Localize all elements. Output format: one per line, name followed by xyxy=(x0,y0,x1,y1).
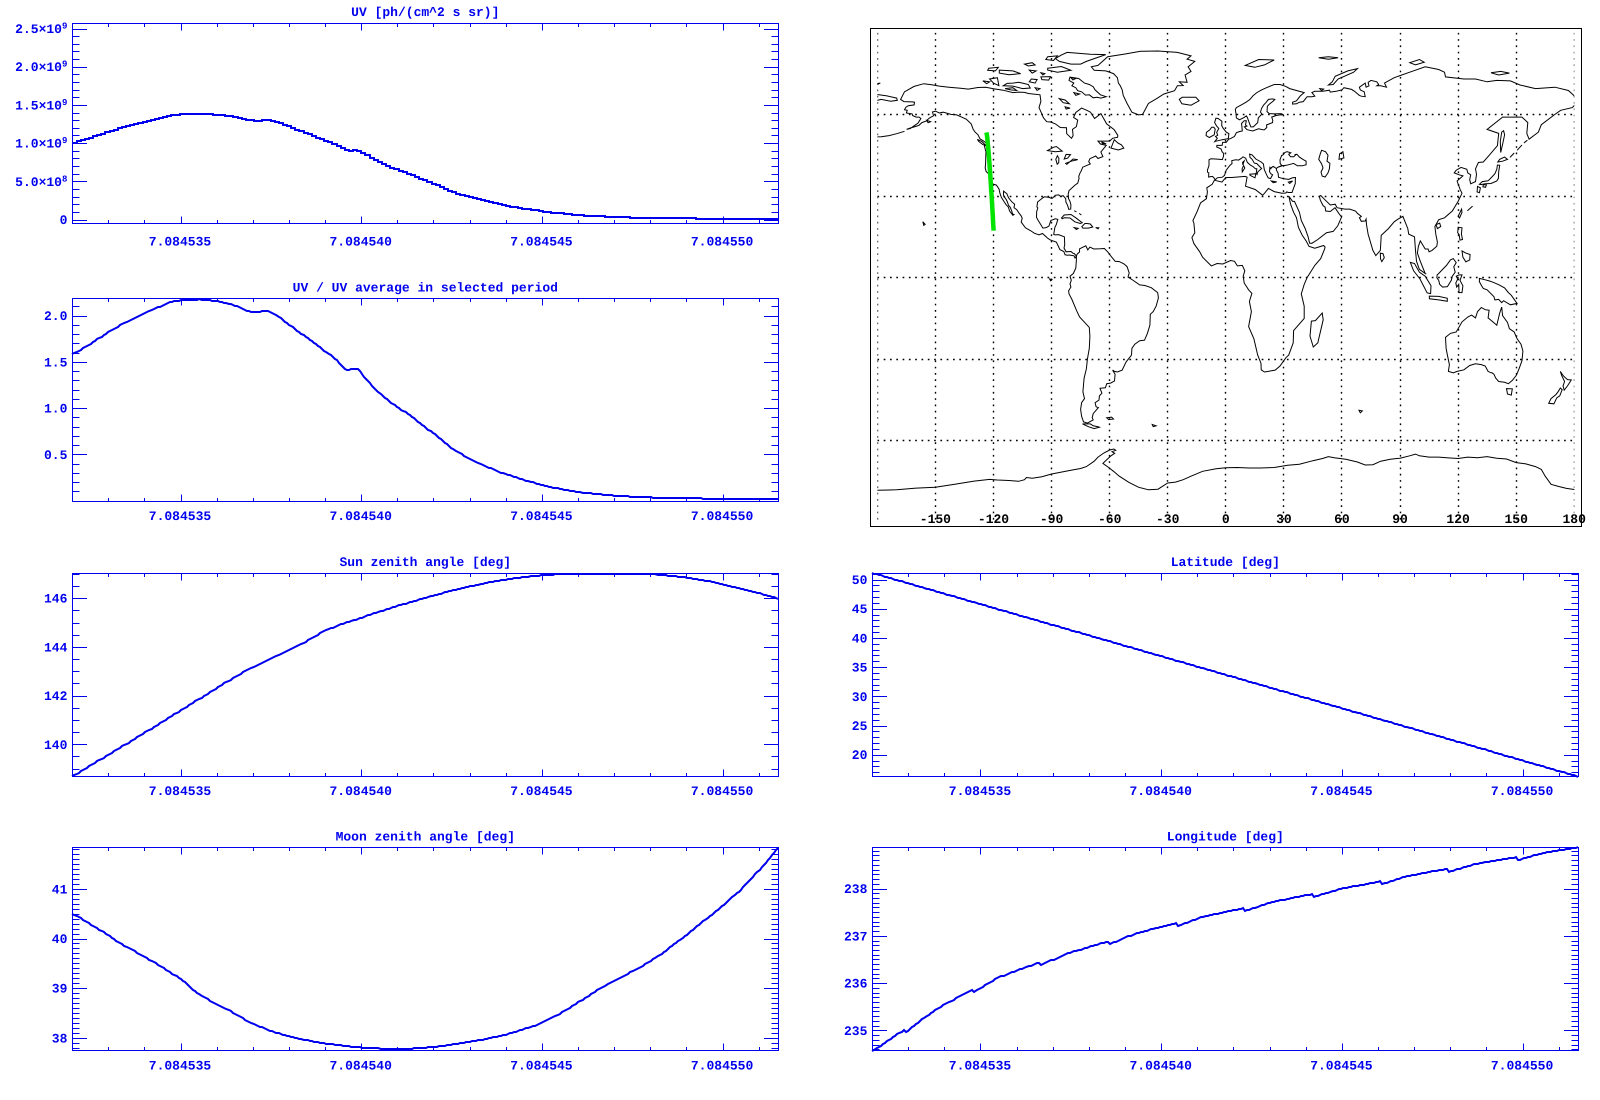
svg-text:5.0×108: 5.0×108 xyxy=(15,174,67,190)
svg-text:180: 180 xyxy=(1562,512,1586,527)
svg-text:Sun zenith angle [deg]: Sun zenith angle [deg] xyxy=(339,555,511,570)
svg-text:7.084545: 7.084545 xyxy=(1310,784,1373,799)
svg-text:UV / UV average in selected pe: UV / UV average in selected period xyxy=(293,281,558,296)
svg-text:7.084540: 7.084540 xyxy=(329,1059,392,1074)
svg-text:236: 236 xyxy=(844,977,868,992)
svg-text:Longitude [deg]: Longitude [deg] xyxy=(1167,830,1284,845)
svg-text:150: 150 xyxy=(1504,512,1528,527)
svg-text:2.0×109: 2.0×109 xyxy=(15,60,67,76)
svg-text:7.084545: 7.084545 xyxy=(510,509,573,524)
svg-text:35: 35 xyxy=(852,661,868,676)
svg-text:30: 30 xyxy=(1276,512,1292,527)
svg-text:Moon zenith angle [deg]: Moon zenith angle [deg] xyxy=(336,830,515,845)
svg-text:39: 39 xyxy=(52,982,68,997)
svg-text:7.084535: 7.084535 xyxy=(149,234,212,249)
svg-text:235: 235 xyxy=(844,1024,868,1039)
svg-text:7.084540: 7.084540 xyxy=(329,234,392,249)
svg-text:7.084545: 7.084545 xyxy=(510,234,573,249)
svg-text:2.0: 2.0 xyxy=(44,309,68,324)
svg-text:UV [ph/(cm^2 s sr)]: UV [ph/(cm^2 s sr)] xyxy=(351,5,499,20)
svg-text:7.084535: 7.084535 xyxy=(149,784,212,799)
svg-text:7.084550: 7.084550 xyxy=(691,1059,754,1074)
svg-text:7.084535: 7.084535 xyxy=(949,784,1012,799)
svg-text:40: 40 xyxy=(52,932,68,947)
svg-text:40: 40 xyxy=(852,631,868,646)
svg-text:1.0×109: 1.0×109 xyxy=(15,136,67,152)
svg-text:-90: -90 xyxy=(1040,512,1064,527)
svg-text:45: 45 xyxy=(852,602,868,617)
svg-text:1.5×109: 1.5×109 xyxy=(15,98,67,114)
svg-text:2.5×109: 2.5×109 xyxy=(15,22,67,38)
svg-text:144: 144 xyxy=(44,640,68,655)
svg-text:7.084535: 7.084535 xyxy=(149,509,212,524)
svg-text:238: 238 xyxy=(844,882,868,897)
svg-text:-150: -150 xyxy=(920,512,951,527)
svg-text:-30: -30 xyxy=(1156,512,1180,527)
svg-text:7.084535: 7.084535 xyxy=(149,1059,212,1074)
svg-text:7.084535: 7.084535 xyxy=(949,1059,1012,1074)
svg-text:60: 60 xyxy=(1334,512,1350,527)
svg-text:-120: -120 xyxy=(978,512,1009,527)
svg-text:Latitude [deg]: Latitude [deg] xyxy=(1171,555,1280,570)
svg-text:7.084540: 7.084540 xyxy=(1129,784,1192,799)
svg-text:7.084545: 7.084545 xyxy=(510,1059,573,1074)
svg-text:20: 20 xyxy=(852,748,868,763)
svg-text:50: 50 xyxy=(852,573,868,588)
svg-text:7.084545: 7.084545 xyxy=(510,784,573,799)
svg-text:7.084540: 7.084540 xyxy=(1129,1059,1192,1074)
svg-text:1.5: 1.5 xyxy=(44,355,68,370)
svg-text:7.084540: 7.084540 xyxy=(329,509,392,524)
svg-text:1.0: 1.0 xyxy=(44,402,68,417)
svg-text:7.084550: 7.084550 xyxy=(691,784,754,799)
svg-text:30: 30 xyxy=(852,690,868,705)
svg-text:7.084550: 7.084550 xyxy=(1491,784,1554,799)
svg-text:237: 237 xyxy=(844,929,867,944)
svg-text:7.084545: 7.084545 xyxy=(1310,1059,1373,1074)
svg-text:25: 25 xyxy=(852,719,868,734)
svg-text:146: 146 xyxy=(44,592,68,607)
svg-text:90: 90 xyxy=(1392,512,1408,527)
svg-text:7.084550: 7.084550 xyxy=(691,509,754,524)
svg-text:0.5: 0.5 xyxy=(44,448,68,463)
svg-text:0: 0 xyxy=(60,213,68,228)
svg-text:-60: -60 xyxy=(1098,512,1122,527)
svg-text:140: 140 xyxy=(44,738,68,753)
svg-text:7.084550: 7.084550 xyxy=(691,234,754,249)
svg-text:7.084540: 7.084540 xyxy=(329,784,392,799)
svg-text:41: 41 xyxy=(52,882,68,897)
svg-text:120: 120 xyxy=(1446,512,1470,527)
svg-text:0: 0 xyxy=(1222,512,1230,527)
svg-text:38: 38 xyxy=(52,1031,68,1046)
svg-text:7.084550: 7.084550 xyxy=(1491,1059,1554,1074)
svg-text:142: 142 xyxy=(44,689,68,704)
